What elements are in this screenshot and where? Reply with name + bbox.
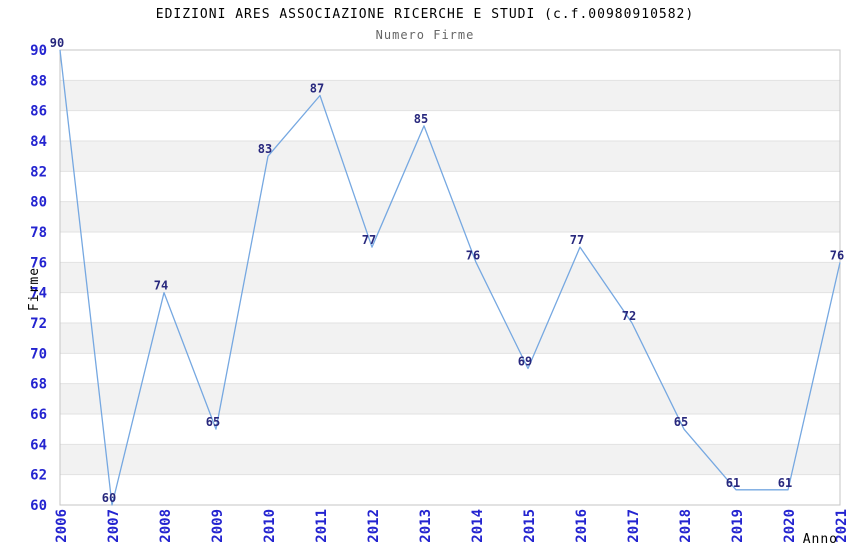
y-tick-label: 72	[30, 316, 47, 332]
x-tick-label: 2010	[262, 509, 278, 543]
point-label: 87	[310, 82, 324, 96]
y-tick-label: 64	[30, 437, 47, 453]
y-tick-label: 80	[30, 195, 47, 211]
point-label: 74	[154, 279, 168, 293]
plot-band	[60, 444, 840, 475]
plot-band	[60, 141, 840, 172]
x-tick-label: 2017	[626, 509, 642, 543]
point-label: 85	[414, 112, 428, 126]
point-label: 72	[622, 309, 636, 323]
point-label: 65	[674, 415, 688, 429]
data-line	[59, 49, 841, 506]
x-tick-label: 2009	[210, 509, 226, 543]
plot-border	[59, 49, 841, 506]
x-tick-label: 2019	[730, 509, 746, 543]
point-label: 76	[466, 248, 480, 262]
x-tick-label: 2021	[834, 509, 850, 543]
x-tick-label: 2014	[470, 509, 486, 543]
x-tick-label: 2008	[158, 509, 174, 543]
y-tick-label: 76	[30, 255, 47, 271]
y-tick-label: 74	[30, 286, 47, 302]
point-label: 61	[726, 476, 740, 490]
chart-title: EDIZIONI ARES ASSOCIAZIONE RICERCHE E ST…	[155, 7, 695, 22]
x-tick-label: 2011	[314, 509, 330, 543]
y-tick-label: 60	[30, 498, 47, 514]
y-tick-label: 68	[30, 377, 47, 393]
point-label: 83	[258, 142, 272, 156]
plot-band	[60, 323, 840, 354]
x-tick-label: 2020	[782, 509, 798, 543]
x-tick-label: 2013	[418, 509, 434, 543]
x-tick-label: 2006	[54, 509, 70, 543]
point-label: 76	[830, 248, 844, 262]
y-axis-title: Firme	[27, 267, 42, 311]
x-tick-label: 2007	[106, 509, 122, 543]
plot-band	[60, 201, 840, 232]
x-tick-label: 2018	[678, 509, 694, 543]
y-tick-label: 88	[30, 73, 47, 89]
y-tick-label: 86	[30, 104, 47, 120]
x-tick-label: 2015	[522, 509, 538, 543]
point-label: 60	[102, 491, 116, 505]
y-tick-label: 78	[30, 225, 47, 241]
point-label: 77	[570, 233, 584, 247]
chart-subtitle: Numero Firme	[375, 28, 475, 42]
y-tick-label: 84	[30, 134, 47, 150]
x-tick-label: 2016	[574, 509, 590, 543]
y-tick-label: 62	[30, 468, 47, 484]
y-tick-label: 90	[30, 43, 47, 59]
point-label: 61	[778, 476, 792, 490]
y-tick-label: 70	[30, 346, 47, 362]
plot-band	[60, 262, 840, 293]
point-label: 77	[362, 233, 376, 247]
x-axis-title: Anno	[803, 532, 838, 547]
x-tick-label: 2012	[366, 509, 382, 543]
point-label: 65	[206, 415, 220, 429]
point-label: 90	[50, 36, 64, 50]
point-label: 69	[518, 355, 532, 369]
plot-band	[60, 80, 840, 111]
plot-band	[60, 383, 840, 414]
y-tick-label: 82	[30, 164, 47, 180]
y-tick-label: 66	[30, 407, 47, 423]
